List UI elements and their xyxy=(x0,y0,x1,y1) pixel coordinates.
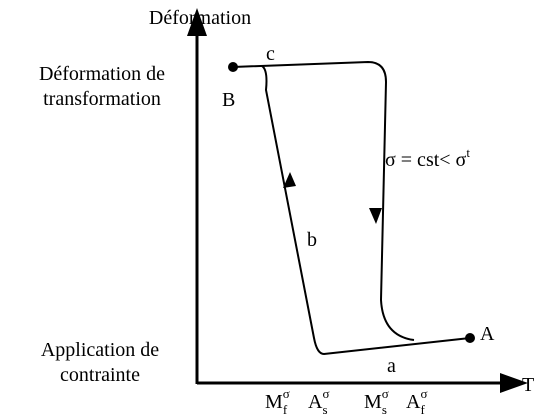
point-label: A xyxy=(480,323,495,345)
point-label: B xyxy=(222,89,235,111)
heating-branch xyxy=(232,60,415,341)
temperature: Aσ s xyxy=(308,386,329,417)
x-axis-arrow xyxy=(500,373,528,393)
left-label: Application de xyxy=(41,339,159,361)
point-a xyxy=(465,333,475,343)
temperature-sub: f xyxy=(420,402,425,417)
temperature-sup: σ xyxy=(420,386,427,401)
condition-text: σ = cst< σ xyxy=(385,149,467,171)
cooling-branch xyxy=(261,65,471,356)
arrow-up xyxy=(283,172,296,188)
temperature-sub: f xyxy=(283,402,288,417)
temperature-sup: σ xyxy=(382,386,389,401)
temperature: Aσ f xyxy=(406,386,427,417)
temperature-sup: σ xyxy=(283,386,290,401)
temperature: Mσ s xyxy=(364,386,389,417)
temperature-base: A xyxy=(406,391,421,413)
temperature-base: A xyxy=(308,391,323,413)
y-label: Déformation xyxy=(149,7,251,29)
temperature: Mσ f xyxy=(265,386,290,417)
left-label: contrainte xyxy=(60,364,140,386)
x-label: T xyxy=(522,374,534,396)
y-axis-arrow xyxy=(187,8,207,36)
temperature-base: M xyxy=(364,391,382,413)
temperature-sub: s xyxy=(322,402,327,417)
temperature-base: M xyxy=(265,391,283,413)
condition-sup: t xyxy=(466,145,470,160)
condition: σ = cst< σt xyxy=(385,145,470,171)
branch-label: b xyxy=(307,229,317,251)
branch-label: a xyxy=(387,355,396,377)
point-b xyxy=(228,62,238,72)
left-label: Déformation de xyxy=(39,63,165,85)
temperature-labels: Mσ f Aσ s Mσ s Aσ f xyxy=(265,386,427,417)
branch-label: c xyxy=(266,43,275,65)
temperature-sup: σ xyxy=(322,386,329,401)
left-label: transformation xyxy=(43,88,161,110)
arrow-down xyxy=(369,208,382,224)
temperature-sub: s xyxy=(382,402,387,417)
